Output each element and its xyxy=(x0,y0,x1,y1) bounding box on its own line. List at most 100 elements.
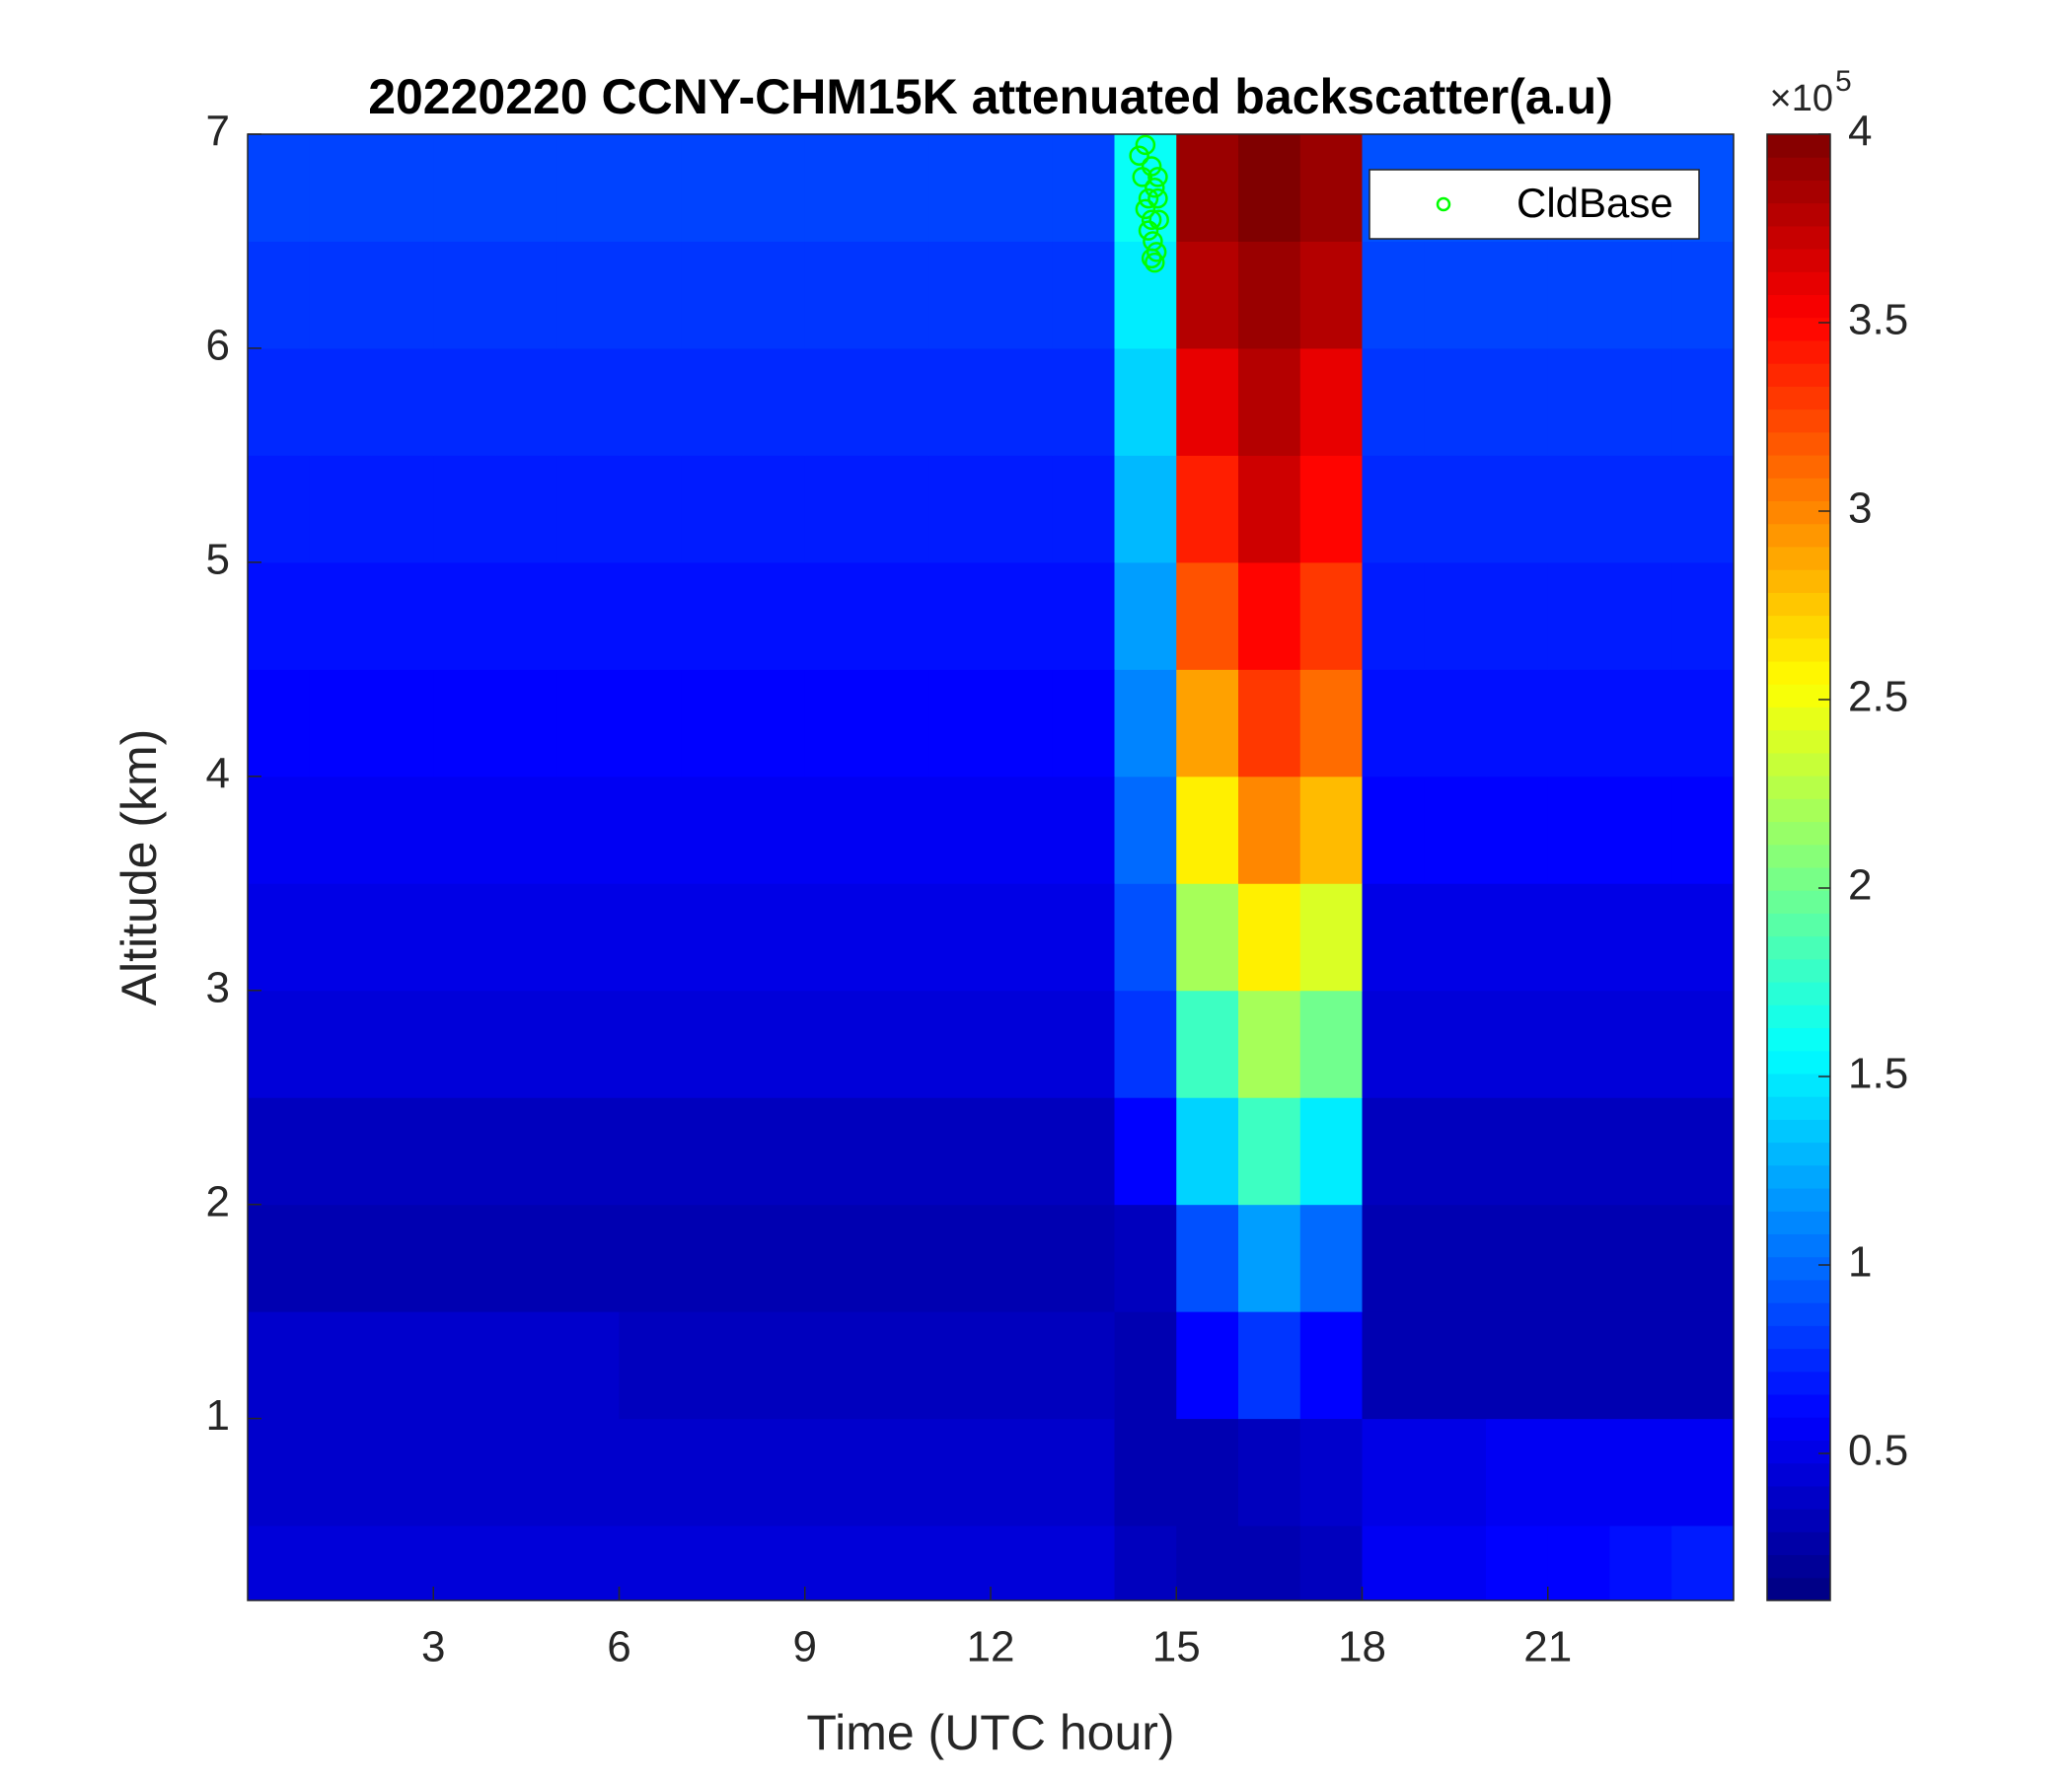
heatmap-cell xyxy=(1238,134,1301,242)
cloud-base-point xyxy=(1147,187,1168,209)
heatmap-cell xyxy=(371,1097,434,1206)
heatmap-cell xyxy=(804,883,867,992)
colorbar-swatch xyxy=(1767,523,1830,548)
heatmap-cell xyxy=(371,669,434,778)
heatmap-cell xyxy=(556,1311,620,1420)
heatmap-cell xyxy=(1609,561,1672,670)
y-tick-label: 1 xyxy=(206,1391,230,1440)
heatmap-cell xyxy=(866,241,929,349)
colorbar-swatch xyxy=(1767,202,1830,227)
heatmap-cell xyxy=(1176,1418,1239,1526)
heatmap-cell xyxy=(309,883,372,992)
colorbar-swatch xyxy=(1767,1485,1830,1510)
heatmap-cell xyxy=(804,990,867,1098)
heatmap-cell xyxy=(928,669,992,778)
heatmap-cell xyxy=(619,669,682,778)
heatmap-cell xyxy=(619,883,682,992)
colorbar-swatch xyxy=(1767,408,1830,433)
heatmap-cell xyxy=(1486,776,1549,884)
heatmap-cell xyxy=(928,134,992,242)
heatmap-cell xyxy=(495,883,558,992)
heatmap-cell xyxy=(248,990,311,1098)
heatmap-cell xyxy=(1424,990,1487,1098)
colorbar-scale-exponent: 5 xyxy=(1835,65,1852,98)
heatmap-cell xyxy=(1486,455,1549,563)
heatmap-cell xyxy=(1424,561,1487,670)
heatmap-cell xyxy=(1114,1204,1177,1312)
heatmap-cell xyxy=(619,1525,682,1601)
heatmap-cell xyxy=(991,776,1054,884)
heatmap-cell xyxy=(1671,1525,1735,1601)
heatmap-cell xyxy=(1052,1311,1115,1420)
chart-title: 20220220 CCNY-CHM15K attenuated backscat… xyxy=(368,69,1613,124)
colorbar-swatch xyxy=(1767,271,1830,296)
heatmap-cell xyxy=(556,776,620,884)
colorbar-swatch xyxy=(1767,867,1830,891)
heatmap-cell xyxy=(928,241,992,349)
heatmap-cell xyxy=(804,134,867,242)
heatmap-cell xyxy=(433,776,496,884)
colorbar-tick-label: 0.5 xyxy=(1848,1427,1908,1475)
heatmap-cell xyxy=(866,134,929,242)
cloud-base-point xyxy=(1141,156,1162,177)
heatmap-cell xyxy=(619,1418,682,1526)
colorbar-swatch xyxy=(1767,913,1830,937)
heatmap-cell xyxy=(804,1418,867,1526)
cloud-base-point xyxy=(1147,167,1168,187)
heatmap-cell xyxy=(495,347,558,456)
heatmap-cell xyxy=(371,134,434,242)
heatmap-cell xyxy=(991,455,1054,563)
heatmap-cell xyxy=(309,990,372,1098)
heatmap-cell xyxy=(248,1097,311,1206)
heatmap-cell xyxy=(495,1204,558,1312)
heatmap-cell xyxy=(866,883,929,992)
heatmap-cell xyxy=(1176,883,1239,992)
colorbar-swatch xyxy=(1767,798,1830,823)
heatmap-cell xyxy=(681,669,744,778)
heatmap-cell xyxy=(433,241,496,349)
heatmap-cell xyxy=(495,455,558,563)
heatmap-cell xyxy=(433,134,496,242)
heatmap-cell xyxy=(1362,455,1425,563)
heatmap-cell xyxy=(433,883,496,992)
heatmap-cell xyxy=(495,776,558,884)
heatmap-cell xyxy=(1671,241,1735,349)
heatmap-cell xyxy=(1238,347,1301,456)
heatmap-cell xyxy=(309,241,372,349)
heatmap-cell xyxy=(1362,990,1425,1098)
heatmap-cell xyxy=(928,1311,992,1420)
heatmap-cell xyxy=(248,347,311,456)
heatmap-cell xyxy=(1052,883,1115,992)
colorbar-tick-label: 1.5 xyxy=(1848,1050,1908,1098)
heatmap-cell xyxy=(743,1311,806,1420)
heatmap-cell xyxy=(804,1204,867,1312)
heatmap-cell xyxy=(743,990,806,1098)
heatmap-cell xyxy=(1424,1525,1487,1601)
heatmap-cell xyxy=(1114,1097,1177,1206)
colorbar-swatch xyxy=(1767,1073,1830,1097)
heatmap-cell xyxy=(619,990,682,1098)
heatmap-cell xyxy=(804,776,867,884)
heatmap-cell xyxy=(681,347,744,456)
heatmap-cell xyxy=(1362,1525,1425,1601)
heatmap-cell xyxy=(371,1525,434,1601)
heatmap-cell xyxy=(681,561,744,670)
heatmap-cell xyxy=(991,1311,1054,1420)
cloud-base-point xyxy=(1129,145,1149,166)
heatmap-cell xyxy=(433,347,496,456)
heatmap-cell xyxy=(1176,776,1239,884)
heatmap-cell xyxy=(1238,1097,1301,1206)
heatmap-cell xyxy=(1052,455,1115,563)
heatmap-cell xyxy=(743,455,806,563)
heatmap-cell xyxy=(743,1418,806,1526)
heatmap-cell xyxy=(1052,669,1115,778)
colorbar-swatch xyxy=(1767,1417,1830,1441)
colorbar-swatch xyxy=(1767,982,1830,1005)
heatmap-cell xyxy=(556,1525,620,1601)
colorbar-swatch xyxy=(1767,500,1830,525)
colorbar-swatch xyxy=(1767,1119,1830,1144)
heatmap-cell xyxy=(1362,1097,1425,1206)
cloud-base-point xyxy=(1135,134,1156,156)
cloud-base-point xyxy=(1148,209,1169,231)
colorbar-swatch xyxy=(1767,569,1830,593)
